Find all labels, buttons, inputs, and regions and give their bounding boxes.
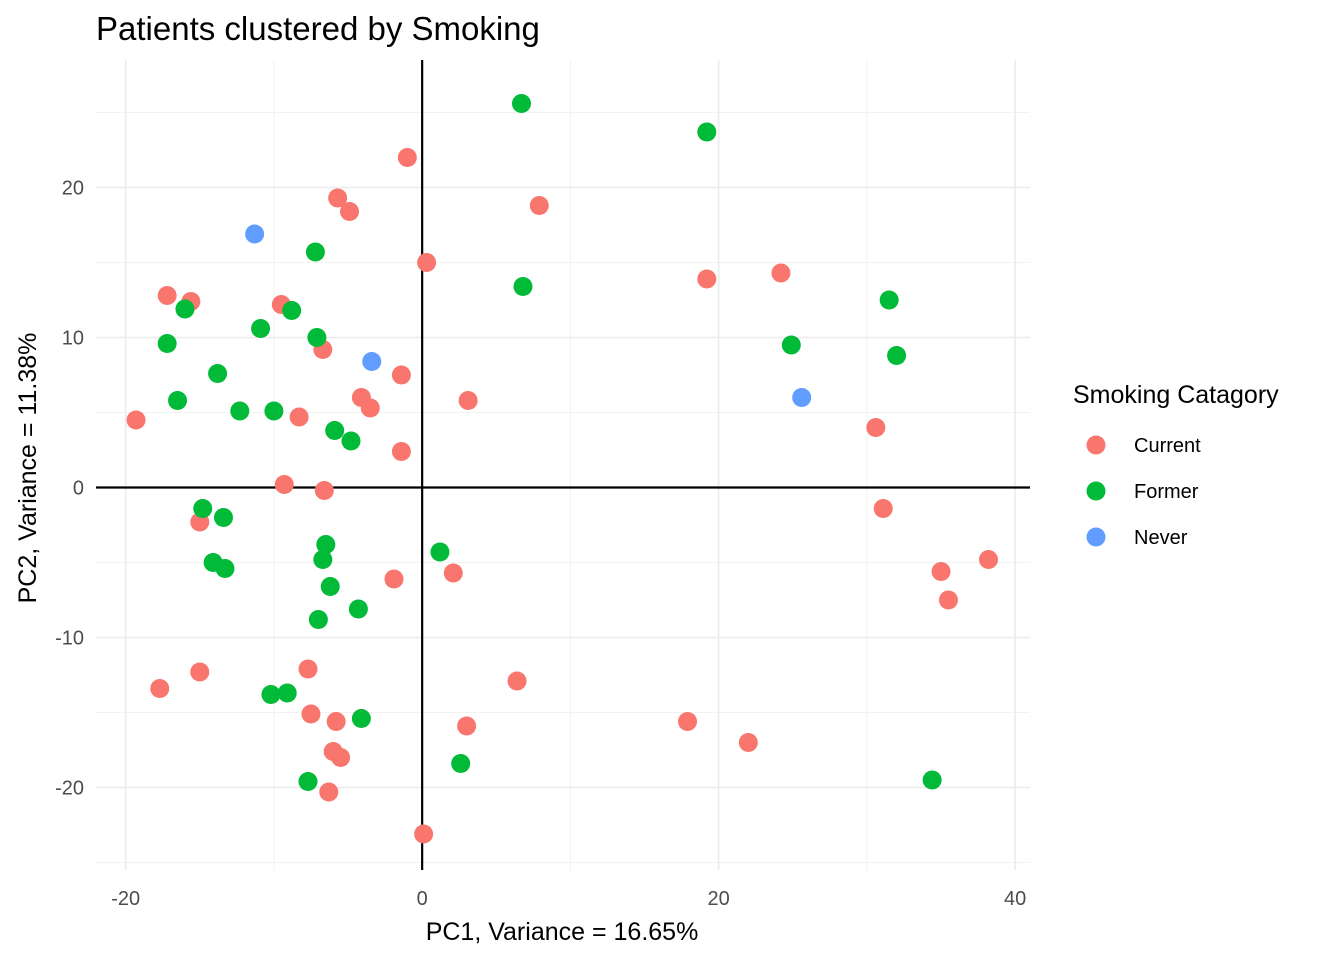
legend-key-never bbox=[1086, 527, 1106, 547]
point-former bbox=[213, 508, 233, 527]
x-tick-label: 0 bbox=[417, 888, 428, 910]
point-former bbox=[325, 421, 345, 440]
point-former bbox=[282, 301, 302, 320]
x-tick-label: 20 bbox=[708, 888, 730, 910]
point-former bbox=[511, 94, 531, 113]
point-former bbox=[430, 542, 450, 562]
point-current bbox=[331, 748, 351, 767]
data-points bbox=[126, 94, 998, 844]
point-former bbox=[168, 391, 188, 410]
point-current bbox=[417, 253, 437, 272]
point-current bbox=[866, 418, 886, 437]
legend-label-former: Former bbox=[1134, 481, 1199, 503]
point-former bbox=[320, 577, 340, 596]
point-current bbox=[457, 716, 477, 736]
y-tick-label: 10 bbox=[62, 328, 84, 350]
point-former bbox=[313, 550, 333, 569]
point-former bbox=[261, 685, 281, 704]
reference-lines bbox=[96, 60, 1030, 870]
point-former bbox=[451, 754, 471, 773]
point-never bbox=[792, 388, 812, 407]
x-axis-title: PC1, Variance = 16.65% bbox=[426, 918, 699, 946]
point-current bbox=[414, 824, 434, 844]
point-former bbox=[341, 431, 361, 451]
point-current bbox=[678, 712, 698, 731]
point-former bbox=[193, 499, 213, 518]
legend: Smoking Catagory Current Former Never bbox=[1073, 381, 1279, 549]
point-former bbox=[308, 610, 328, 629]
y-axis-ticks: -20 -10 0 10 20 bbox=[55, 178, 84, 800]
point-current bbox=[298, 659, 318, 679]
point-current bbox=[157, 286, 177, 305]
point-current bbox=[397, 148, 417, 167]
y-axis-title: PC2, Variance = 11.38% bbox=[14, 333, 42, 604]
y-tick-label: 0 bbox=[73, 478, 84, 500]
y-tick-label: -10 bbox=[55, 628, 84, 650]
point-current bbox=[150, 679, 170, 698]
point-former bbox=[887, 346, 907, 365]
point-former bbox=[316, 535, 336, 554]
point-former bbox=[208, 364, 228, 383]
x-axis-ticks: -20 0 20 40 bbox=[111, 888, 1026, 910]
point-current bbox=[938, 590, 958, 610]
point-current bbox=[458, 391, 478, 410]
point-former bbox=[215, 559, 235, 578]
point-former bbox=[264, 401, 284, 421]
legend-key-current bbox=[1086, 435, 1106, 455]
point-former bbox=[879, 290, 899, 310]
legend-title: Smoking Catagory bbox=[1073, 381, 1279, 409]
chart-title: Patients clustered by Smoking bbox=[96, 10, 540, 47]
point-current bbox=[443, 563, 463, 583]
point-current bbox=[190, 662, 210, 682]
point-current bbox=[529, 196, 549, 215]
y-tick-label: -20 bbox=[55, 778, 84, 800]
point-current bbox=[314, 481, 334, 500]
point-former bbox=[230, 401, 250, 421]
point-current bbox=[289, 407, 309, 427]
point-current bbox=[126, 410, 146, 430]
legend-label-never: Never bbox=[1134, 527, 1188, 549]
point-current bbox=[360, 398, 380, 418]
point-former bbox=[307, 328, 327, 347]
point-current bbox=[391, 365, 411, 385]
point-former bbox=[697, 122, 717, 142]
legend-key-former bbox=[1086, 481, 1106, 501]
point-current bbox=[507, 671, 527, 691]
point-former bbox=[157, 334, 177, 353]
x-tick-label: 40 bbox=[1004, 888, 1026, 910]
x-tick-label: -20 bbox=[111, 888, 140, 910]
point-current bbox=[931, 562, 951, 581]
point-former bbox=[305, 242, 325, 262]
point-former bbox=[277, 683, 297, 703]
y-tick-label: 20 bbox=[62, 178, 84, 200]
point-current bbox=[873, 499, 893, 518]
point-former bbox=[251, 319, 271, 338]
grid bbox=[96, 60, 1030, 870]
point-current bbox=[738, 733, 758, 752]
point-current bbox=[301, 704, 321, 724]
point-current bbox=[328, 188, 348, 208]
point-former bbox=[351, 709, 371, 728]
point-current bbox=[771, 263, 791, 283]
point-former bbox=[348, 599, 368, 619]
point-current bbox=[391, 442, 411, 461]
point-former bbox=[781, 335, 801, 355]
point-former bbox=[175, 299, 195, 319]
point-current bbox=[978, 550, 998, 569]
point-former bbox=[922, 770, 942, 790]
point-current bbox=[340, 202, 360, 221]
point-current bbox=[697, 269, 717, 289]
point-former bbox=[298, 772, 318, 791]
point-current bbox=[274, 475, 294, 494]
point-current bbox=[326, 712, 346, 731]
point-current bbox=[319, 782, 339, 802]
legend-label-current: Current bbox=[1134, 435, 1201, 457]
point-former bbox=[513, 277, 533, 296]
point-never bbox=[245, 224, 265, 244]
point-current bbox=[384, 569, 404, 589]
point-never bbox=[362, 352, 382, 371]
